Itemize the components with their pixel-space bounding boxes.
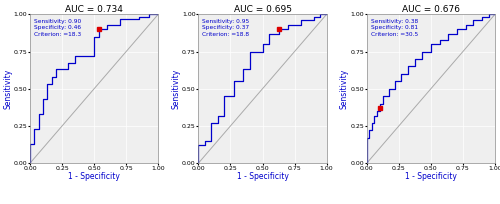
Y-axis label: Sensitivity: Sensitivity (3, 69, 12, 109)
Y-axis label: Sensitivity: Sensitivity (340, 69, 349, 109)
X-axis label: 1 - Specificity: 1 - Specificity (405, 172, 457, 181)
Text: Sensitivity: 0.95
Specificity: 0.37
Criterion: =18.8: Sensitivity: 0.95 Specificity: 0.37 Crit… (202, 19, 250, 37)
Text: Sensitivity: 0.38
Specificity: 0.81
Criterion: =30.5: Sensitivity: 0.38 Specificity: 0.81 Crit… (370, 19, 418, 37)
Title: AUC = 0.695: AUC = 0.695 (234, 4, 292, 13)
Text: Sensitivity: 0.90
Specificity: 0.46
Criterion: =18.3: Sensitivity: 0.90 Specificity: 0.46 Crit… (34, 19, 81, 37)
X-axis label: 1 - Specificity: 1 - Specificity (236, 172, 288, 181)
Y-axis label: Sensitivity: Sensitivity (172, 69, 180, 109)
X-axis label: 1 - Specificity: 1 - Specificity (68, 172, 120, 181)
Title: AUC = 0.734: AUC = 0.734 (65, 4, 123, 13)
Title: AUC = 0.676: AUC = 0.676 (402, 4, 460, 13)
